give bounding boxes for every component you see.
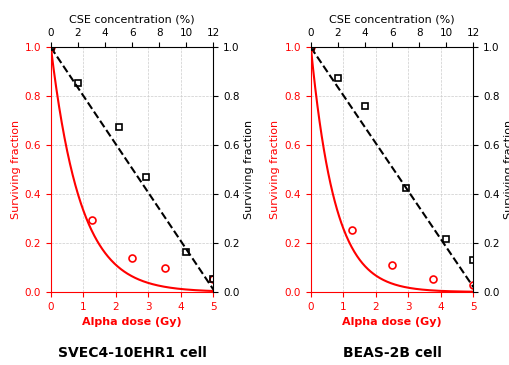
Y-axis label: Surviving fraction: Surviving fraction	[270, 120, 280, 219]
Y-axis label: Surviving fraction: Surviving fraction	[11, 120, 20, 219]
X-axis label: CSE concentration (%): CSE concentration (%)	[329, 14, 455, 24]
X-axis label: Alpha dose (Gy): Alpha dose (Gy)	[343, 317, 442, 327]
X-axis label: Alpha dose (Gy): Alpha dose (Gy)	[82, 317, 182, 327]
X-axis label: CSE concentration (%): CSE concentration (%)	[69, 14, 195, 24]
Y-axis label: Surviving fraction: Surviving fraction	[244, 120, 254, 219]
Text: SVEC4-10EHR1 cell: SVEC4-10EHR1 cell	[58, 346, 207, 360]
Text: BEAS-2B cell: BEAS-2B cell	[343, 346, 442, 360]
Y-axis label: Surviving fraction: Surviving fraction	[504, 120, 509, 219]
